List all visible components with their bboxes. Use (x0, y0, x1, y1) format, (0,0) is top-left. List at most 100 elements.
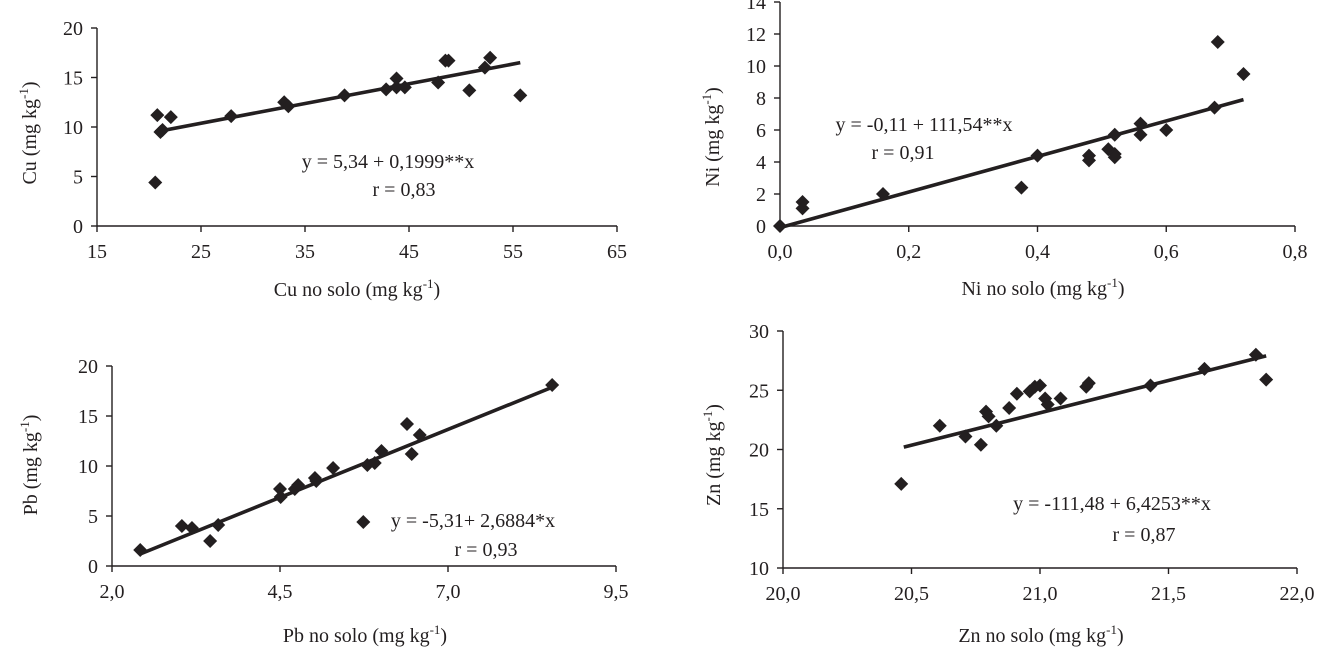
x-axis-label: Cu no solo (mg kg-1) (274, 276, 440, 301)
y-tick-label: 6 (756, 120, 766, 142)
data-point (1259, 372, 1274, 387)
data-point (1107, 127, 1122, 142)
data-point (795, 201, 810, 216)
data-point (211, 518, 226, 532)
data-point (981, 409, 996, 424)
data-point (1082, 153, 1096, 168)
y-tick-label: 0 (88, 556, 98, 578)
data-point (291, 478, 306, 492)
data-point (1133, 127, 1148, 142)
x-axis-label: Pb no solo (mg kg-1) (283, 622, 447, 647)
x-axis-label: Ni no solo (mg kg-1) (961, 275, 1124, 300)
data-point (1014, 180, 1029, 195)
data-point (326, 461, 341, 475)
data-point (163, 110, 178, 125)
y-tick-label: 14 (746, 0, 766, 14)
data-point (483, 50, 498, 65)
y-tick-label: 0 (756, 216, 766, 238)
x-tick-label: 25 (191, 241, 211, 263)
data-point (155, 122, 170, 137)
regression-equation: y = 5,34 + 0,1999**x (302, 151, 475, 173)
regression-line (779, 97, 1244, 230)
data-point (545, 378, 560, 392)
y-tick-label: 15 (749, 499, 769, 521)
x-tick-label: 0,6 (1154, 241, 1179, 263)
y-tick-label: 25 (749, 380, 769, 402)
y-axis-label: Pb (mg kg-1) (17, 415, 42, 516)
data-point (337, 88, 352, 103)
data-point (412, 428, 427, 442)
y-tick-label: 4 (756, 152, 766, 174)
y-tick-label: 10 (746, 56, 766, 78)
y-tick-label: 8 (756, 88, 766, 110)
data-point (1002, 401, 1017, 416)
data-point (1248, 347, 1263, 362)
data-point (932, 418, 947, 433)
data-point (397, 80, 412, 95)
data-point (462, 83, 477, 98)
x-tick-label: 7,0 (436, 581, 461, 603)
y-tick-label: 20 (749, 440, 769, 462)
regression-equation: y = -0,11 + 111,54**x (836, 114, 1013, 136)
x-tick-label: 0,8 (1283, 241, 1308, 263)
x-tick-label: 65 (607, 241, 627, 263)
data-point (513, 88, 528, 103)
chart-ni: 0,0 0,2 0,4 0,6 0,8 0 2 4 6 8 10 12 14 Ni (mg kg-1) Ni… (699, 0, 1308, 300)
data-point (203, 534, 218, 548)
x-tick-label: 2,0 (100, 581, 125, 603)
x-tick-label: 15 (87, 241, 107, 263)
data-point (876, 187, 890, 201)
data-point (379, 82, 394, 97)
y-tick-label: 10 (749, 558, 769, 580)
data-point (400, 417, 415, 431)
regression-line (154, 60, 521, 134)
y-tick-label: 0 (73, 216, 83, 238)
y-axis-label: Cu (mg kg-1) (16, 81, 41, 184)
data-point (356, 515, 371, 529)
data-point (1143, 378, 1158, 393)
data-point (989, 418, 1004, 433)
data-point (431, 75, 446, 90)
chart-pb: 2,0 4,5 7,0 9,5 0 5 10 15 20 Pb (mg kg-1) Pb no so… (17, 356, 629, 647)
x-tick-label: 22,0 (1280, 583, 1315, 605)
y-tick-label: 15 (78, 406, 98, 428)
x-tick-label: 0,2 (896, 241, 921, 263)
data-point (1040, 397, 1055, 412)
data-point (174, 519, 189, 533)
data-point (133, 543, 148, 557)
data-point (1081, 376, 1096, 391)
x-tick-label: 21,0 (1023, 583, 1058, 605)
regression-equation: y = -5,31+ 2,6884*x (391, 510, 555, 532)
data-point (367, 456, 382, 470)
data-point (389, 80, 404, 95)
chart-cu: 15 25 35 45 55 65 0 5 10 15 20 Cu (mg kg-1) Cu no so… (16, 18, 627, 301)
data-point (150, 108, 165, 123)
data-point (1197, 361, 1212, 376)
data-point (773, 219, 787, 233)
x-axis-label: Zn no solo (mg kg-1) (958, 622, 1123, 647)
data-point (894, 476, 909, 491)
data-point (148, 175, 163, 190)
y-tick-label: 20 (78, 356, 98, 378)
data-point (389, 71, 404, 86)
x-tick-label: 0,4 (1025, 241, 1050, 263)
data-point (1107, 150, 1122, 165)
y-axis-label: Zn (mg kg-1) (700, 404, 725, 506)
y-axis-label: Ni (mg kg-1) (699, 87, 724, 187)
x-tick-label: 9,5 (604, 581, 629, 603)
x-tick-label: 0,0 (768, 241, 793, 263)
regression-line (139, 385, 554, 556)
regression-equation: y = -111,48 + 6,4253**x (1013, 493, 1211, 515)
data-point (374, 444, 389, 458)
correlation-coefficient: r = 0,91 (872, 142, 935, 164)
chart-zn: 20,0 20,5 21,0 21,5 22,0 10 15 20 25 30 Zn (mg kg-… (700, 321, 1315, 647)
data-point (1210, 35, 1225, 49)
x-tick-label: 45 (399, 241, 419, 263)
x-tick-label: 55 (503, 241, 523, 263)
x-tick-label: 4,5 (268, 581, 293, 603)
data-point (184, 521, 199, 535)
data-point (1033, 378, 1047, 393)
data-point (273, 490, 288, 504)
data-point (477, 60, 492, 75)
